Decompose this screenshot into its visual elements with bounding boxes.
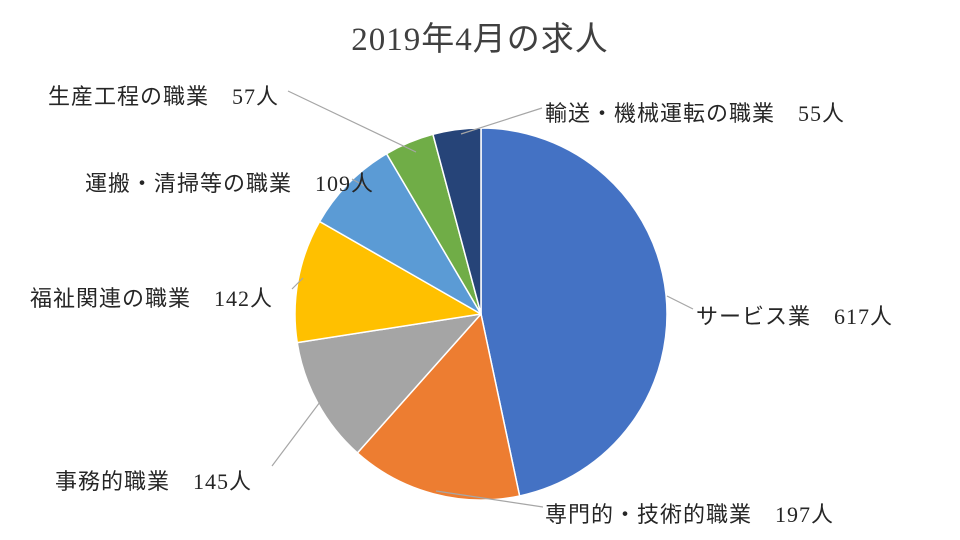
pie-slice-3 [294, 220, 482, 344]
slice-label-carrying-cleaning: 運搬・清掃等の職業 109人 [85, 171, 375, 196]
chart-title: 2019年4月の求人 [351, 22, 609, 58]
leader-line-2 [271, 401, 321, 467]
leader-line-1 [435, 490, 544, 508]
slice-label-clerical: 事務的職業 145人 [55, 469, 253, 494]
pie-slice-4 [318, 152, 482, 315]
slice-label-service: サービス業 617人 [696, 304, 894, 329]
pie-slice-1 [356, 313, 521, 501]
slice-label-transport-machine-operation: 輸送・機械運転の職業 55人 [545, 101, 846, 126]
leader-line-4 [351, 178, 369, 189]
leader-line-5 [287, 90, 417, 153]
leader-line-6 [460, 107, 543, 135]
slice-label-production-process: 生産工程の職業 57人 [48, 84, 280, 109]
slice-label-professional-technical: 専門的・技術的職業 197人 [545, 502, 835, 527]
leader-line-3 [291, 277, 304, 290]
pie-slice-0 [480, 127, 668, 497]
pie-slice-2 [296, 313, 482, 454]
slice-label-welfare: 福祉関連の職業 142人 [30, 286, 274, 311]
leader-line-0 [666, 295, 694, 310]
